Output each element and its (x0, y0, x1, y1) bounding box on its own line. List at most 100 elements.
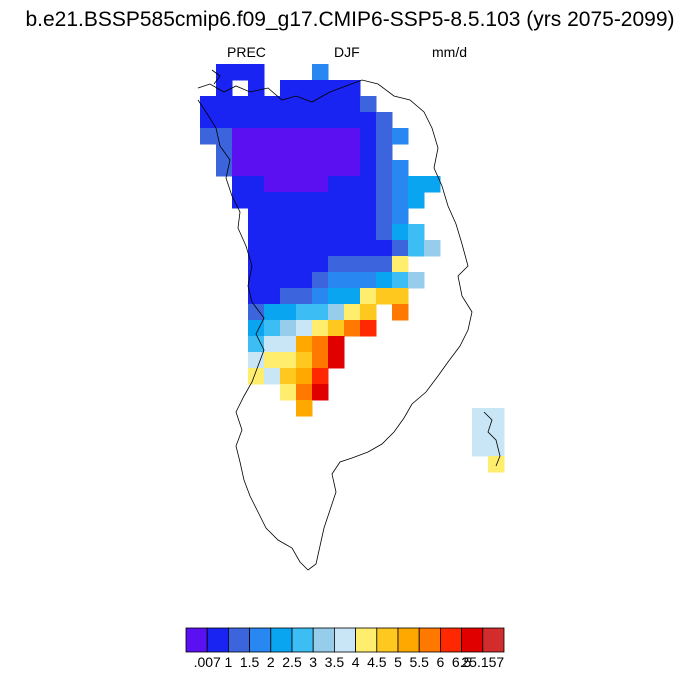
map-cell (328, 224, 345, 241)
map-cell (488, 440, 505, 457)
map-cell (216, 96, 233, 113)
colorbar-tick-label: 3 (309, 654, 318, 670)
map-cell (264, 128, 281, 145)
colorbar-tick-label: 3.5 (324, 654, 345, 670)
map-cell (376, 160, 393, 177)
map-cell (312, 240, 329, 257)
colorbar-tick-label: 5.5 (409, 654, 429, 670)
map-cell (312, 384, 329, 401)
map-cell (280, 176, 297, 193)
map-cell (376, 192, 393, 209)
map-cell (360, 240, 377, 257)
season-label: DJF (334, 44, 360, 60)
map-cell (216, 80, 233, 97)
map-cell (248, 192, 265, 209)
map-cell (344, 320, 361, 337)
map-cell (312, 144, 329, 161)
map-cell (392, 256, 409, 273)
map-cell (248, 64, 265, 81)
colorbar-tick-label: 1 (224, 654, 233, 670)
map-cell (360, 176, 377, 193)
colorbar-box (291, 627, 314, 653)
map-cell (328, 336, 345, 353)
map-cell (264, 144, 281, 161)
map-cell (344, 272, 361, 289)
colorbar-box (249, 627, 272, 653)
map-cell (344, 128, 361, 145)
map-cell (344, 160, 361, 177)
map-cell (248, 240, 265, 257)
map-cell (376, 144, 393, 161)
coastline (197, 69, 501, 571)
map-cell (264, 288, 281, 305)
map-cell (328, 320, 345, 337)
map-cell (296, 112, 313, 129)
map-cell (280, 96, 297, 113)
map-cell (344, 96, 361, 113)
map-cell (264, 208, 281, 225)
map-cell (376, 224, 393, 241)
colorbar-box (270, 627, 293, 653)
map-cell (232, 64, 249, 81)
map-cell (392, 224, 409, 241)
map-cell (280, 272, 297, 289)
map-cell (408, 176, 425, 193)
map-cell (392, 128, 409, 145)
colorbar-box (206, 627, 229, 653)
map-cell (280, 192, 297, 209)
colorbar-box (312, 627, 335, 653)
map-cell (248, 256, 265, 273)
map-cell (248, 272, 265, 289)
map-cell (328, 112, 345, 129)
map-cell (360, 272, 377, 289)
map-cell (264, 112, 281, 129)
map-cell (328, 192, 345, 209)
map-cell (312, 192, 329, 209)
map-cell (280, 288, 297, 305)
map-cell (376, 112, 393, 129)
map-cell (280, 224, 297, 241)
map-cell (392, 240, 409, 257)
map-cell (280, 112, 297, 129)
map-cell (312, 64, 329, 81)
map-cell (344, 176, 361, 193)
colorbar-box (482, 627, 505, 653)
map-cell (248, 96, 265, 113)
map-cell (328, 80, 345, 97)
map-cell (232, 176, 249, 193)
map-cell (296, 336, 313, 353)
map-cell (360, 128, 377, 145)
map-cell (280, 304, 297, 321)
map-cell (312, 352, 329, 369)
map-cell (296, 96, 313, 113)
map-cell (312, 336, 329, 353)
colorbar-tick-label: .007 (193, 654, 221, 670)
map-cell (280, 384, 297, 401)
map-cell (312, 176, 329, 193)
map-cell (264, 192, 281, 209)
map-cell (344, 80, 361, 97)
map-cell (392, 304, 409, 321)
colorbar-box (227, 627, 250, 653)
map-cell (472, 424, 489, 441)
map-cell (200, 112, 217, 129)
map-cell (312, 80, 329, 97)
map-cell (408, 272, 425, 289)
map-cell (296, 160, 313, 177)
map-cell (200, 96, 217, 113)
map-cell (376, 272, 393, 289)
map-cell (248, 288, 265, 305)
map-cell (328, 160, 345, 177)
map-cell (232, 144, 249, 161)
map-cell (328, 256, 345, 273)
map-cell (264, 176, 281, 193)
map-cell (296, 80, 313, 97)
map-cell (232, 160, 249, 177)
map-cell (344, 256, 361, 273)
colorbar-box (397, 627, 420, 653)
colorbar-box (439, 627, 462, 653)
map-cell (296, 384, 313, 401)
map-cell (200, 128, 217, 145)
map-cell (376, 208, 393, 225)
